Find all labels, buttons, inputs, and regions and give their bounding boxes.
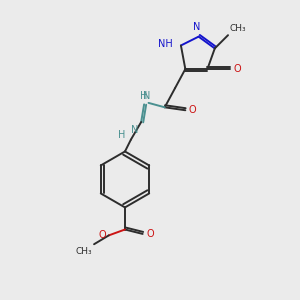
Text: O: O <box>98 230 106 240</box>
Text: N: N <box>194 22 201 32</box>
Text: O: O <box>233 64 241 74</box>
Text: N: N <box>131 125 139 135</box>
Text: NH: NH <box>158 39 173 49</box>
Text: H: H <box>118 130 126 140</box>
Text: CH₃: CH₃ <box>76 247 93 256</box>
Text: O: O <box>146 229 154 239</box>
Text: N: N <box>142 92 150 101</box>
Text: O: O <box>189 105 196 115</box>
Text: CH₃: CH₃ <box>230 24 246 33</box>
Text: H: H <box>140 92 147 101</box>
